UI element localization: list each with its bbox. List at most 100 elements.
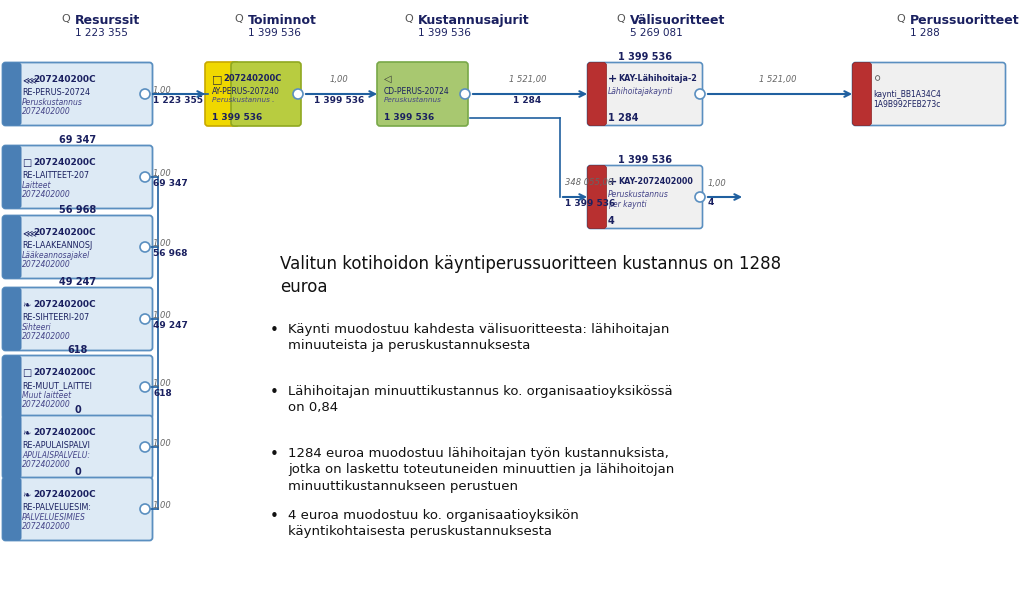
FancyBboxPatch shape: [2, 415, 22, 479]
Text: Välisuoritteet: Välisuoritteet: [630, 14, 725, 27]
Text: Q: Q: [404, 14, 413, 24]
Text: AY-PERUS-207240: AY-PERUS-207240: [212, 87, 280, 96]
Text: 56 968: 56 968: [153, 249, 187, 258]
Text: 1 223 355: 1 223 355: [153, 96, 203, 105]
Text: Q: Q: [234, 14, 243, 24]
Text: 207240200C: 207240200C: [33, 158, 95, 167]
Text: 1 399 536: 1 399 536: [248, 28, 301, 38]
Text: 1,00: 1,00: [153, 501, 172, 510]
FancyBboxPatch shape: [2, 477, 22, 541]
Text: •: •: [270, 509, 279, 524]
Text: ❧: ❧: [22, 490, 30, 500]
FancyBboxPatch shape: [853, 63, 1006, 126]
Text: Muut laitteet: Muut laitteet: [22, 391, 71, 400]
Text: 1,00: 1,00: [330, 75, 348, 84]
FancyBboxPatch shape: [2, 355, 153, 418]
Text: 49 247: 49 247: [153, 321, 187, 330]
Text: 1,00: 1,00: [153, 169, 172, 178]
FancyBboxPatch shape: [2, 477, 153, 541]
Text: RE-APULAISPALVI: RE-APULAISPALVI: [22, 441, 90, 450]
Text: 207240200C: 207240200C: [33, 368, 95, 377]
Text: RE-MUUT_LAITTEI: RE-MUUT_LAITTEI: [22, 381, 92, 390]
Text: ⚪: ⚪: [873, 74, 883, 84]
Text: ◁: ◁: [384, 74, 391, 84]
Text: •: •: [270, 447, 279, 462]
FancyBboxPatch shape: [231, 62, 301, 126]
Circle shape: [140, 442, 150, 452]
Text: per kaynti: per kaynti: [608, 200, 646, 209]
Text: 0: 0: [74, 467, 81, 477]
FancyBboxPatch shape: [2, 63, 22, 126]
Text: PALVELUESIMIES: PALVELUESIMIES: [22, 513, 86, 522]
Text: Peruskustannus: Peruskustannus: [22, 98, 83, 107]
Text: 207240200C: 207240200C: [33, 428, 95, 437]
Text: 1 521,00: 1 521,00: [509, 75, 546, 84]
Text: Resurssit: Resurssit: [75, 14, 140, 27]
FancyBboxPatch shape: [2, 145, 153, 209]
Text: 1 284: 1 284: [513, 96, 542, 105]
Text: 2072402000: 2072402000: [22, 107, 71, 116]
FancyBboxPatch shape: [2, 145, 22, 209]
Text: 1,00: 1,00: [153, 311, 172, 320]
Circle shape: [293, 89, 303, 99]
Text: +: +: [608, 74, 617, 84]
Text: •: •: [270, 323, 279, 338]
Circle shape: [140, 382, 150, 392]
Text: Peruskustannus: Peruskustannus: [384, 97, 442, 103]
Circle shape: [695, 192, 705, 202]
Text: Käynti muodostuu kahdesta välisuoritteesta: lähihoitajan
minuuteista ja peruskus: Käynti muodostuu kahdesta välisuorittees…: [288, 323, 670, 352]
Text: 1 399 536: 1 399 536: [418, 28, 471, 38]
Text: 1 399 536: 1 399 536: [314, 96, 365, 105]
Circle shape: [140, 314, 150, 324]
Text: 1 284: 1 284: [608, 113, 639, 123]
Text: RE-LAAKEANNOSJ: RE-LAAKEANNOSJ: [22, 241, 92, 250]
Text: Lähihoitajan minuuttikustannus ko. organisaatioyksikössä
on 0,84: Lähihoitajan minuuttikustannus ko. organ…: [288, 385, 673, 414]
Text: ❧: ❧: [22, 428, 30, 438]
FancyBboxPatch shape: [588, 63, 606, 126]
FancyBboxPatch shape: [2, 355, 22, 418]
Text: 49 247: 49 247: [59, 277, 96, 287]
Text: kaynti_BB1A34C4: kaynti_BB1A34C4: [873, 90, 941, 99]
Text: Toiminnot: Toiminnot: [248, 14, 316, 27]
Text: RE-LAITTEET-207: RE-LAITTEET-207: [22, 171, 89, 180]
Text: CD-PERUS-20724: CD-PERUS-20724: [384, 87, 450, 96]
FancyBboxPatch shape: [588, 166, 702, 228]
Text: 5 269 081: 5 269 081: [630, 28, 683, 38]
Text: Peruskustannus: Peruskustannus: [608, 190, 669, 199]
Text: 207240200C: 207240200C: [33, 490, 95, 499]
FancyBboxPatch shape: [2, 415, 153, 479]
FancyBboxPatch shape: [853, 63, 871, 126]
Text: 1,00: 1,00: [153, 379, 172, 388]
Text: 618: 618: [68, 345, 88, 355]
FancyBboxPatch shape: [2, 287, 153, 350]
Text: 1 223 355: 1 223 355: [75, 28, 128, 38]
Text: 2072402000: 2072402000: [22, 332, 71, 341]
Text: □: □: [22, 368, 32, 378]
Text: RE-SIHTEERI-207: RE-SIHTEERI-207: [22, 313, 89, 322]
Text: 2072402000: 2072402000: [22, 400, 71, 409]
Text: Perussuoritteet: Perussuoritteet: [910, 14, 1020, 27]
Text: 0: 0: [74, 405, 81, 415]
FancyBboxPatch shape: [588, 166, 606, 228]
Text: 1,00: 1,00: [153, 86, 172, 95]
Text: Valitun kotihoidon käyntiperussuoritteen kustannus on 1288
euroa: Valitun kotihoidon käyntiperussuoritteen…: [280, 255, 781, 296]
FancyBboxPatch shape: [377, 62, 468, 126]
Text: 1 399 536: 1 399 536: [384, 113, 434, 122]
Text: KAY-2072402000: KAY-2072402000: [618, 177, 693, 186]
Text: 207240200C: 207240200C: [33, 75, 95, 84]
Text: 2072402000: 2072402000: [22, 190, 71, 199]
Circle shape: [695, 89, 705, 99]
Text: Q: Q: [616, 14, 625, 24]
Circle shape: [140, 242, 150, 252]
Text: Kustannusajurit: Kustannusajurit: [418, 14, 529, 27]
Text: RE-PERUS-20724: RE-PERUS-20724: [22, 88, 90, 97]
Text: 2072402000: 2072402000: [22, 460, 71, 469]
Text: 207240200C: 207240200C: [33, 300, 95, 309]
Circle shape: [140, 172, 150, 182]
Text: □: □: [22, 158, 32, 168]
Text: +: +: [608, 177, 617, 187]
Text: 4 euroa muodostuu ko. organisaatioyksikön
käyntikohtaisesta peruskustannuksesta: 4 euroa muodostuu ko. organisaatioyksikö…: [288, 509, 579, 539]
Text: ❧: ❧: [22, 300, 30, 310]
Circle shape: [460, 89, 470, 99]
Text: 207240200C: 207240200C: [33, 228, 95, 237]
